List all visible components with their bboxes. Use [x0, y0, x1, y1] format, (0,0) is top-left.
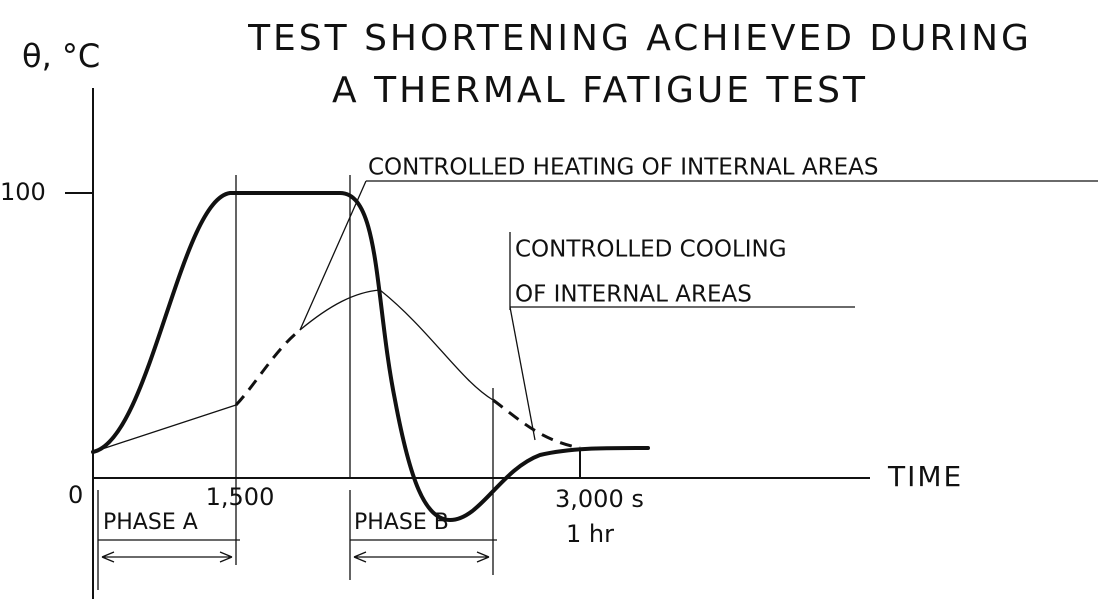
annotation: CONTROLLED COOLING: [515, 237, 787, 263]
x-tick-label: 3,000 s: [555, 485, 644, 513]
x-axis-label: TIME: [887, 460, 963, 493]
y-axis-label: θ, °C: [22, 37, 100, 75]
phase-label: PHASE A: [103, 510, 198, 535]
x-tick-label: 1 hr: [566, 520, 614, 548]
annotation: OF INTERNAL AREAS: [515, 282, 752, 308]
annotation: CONTROLLED HEATING OF INTERNAL AREAS: [368, 155, 878, 181]
axes: [65, 88, 870, 599]
x-tick-label: 1,500: [206, 483, 275, 511]
origin-label: 0: [68, 481, 83, 509]
guides: [97, 175, 1098, 590]
y-tick-label: 100: [0, 178, 46, 206]
title-line: A THERMAL FATIGUE TEST: [332, 70, 868, 111]
curves: [91, 191, 650, 523]
title-line: TEST SHORTENING ACHIEVED DURING: [247, 18, 1032, 59]
